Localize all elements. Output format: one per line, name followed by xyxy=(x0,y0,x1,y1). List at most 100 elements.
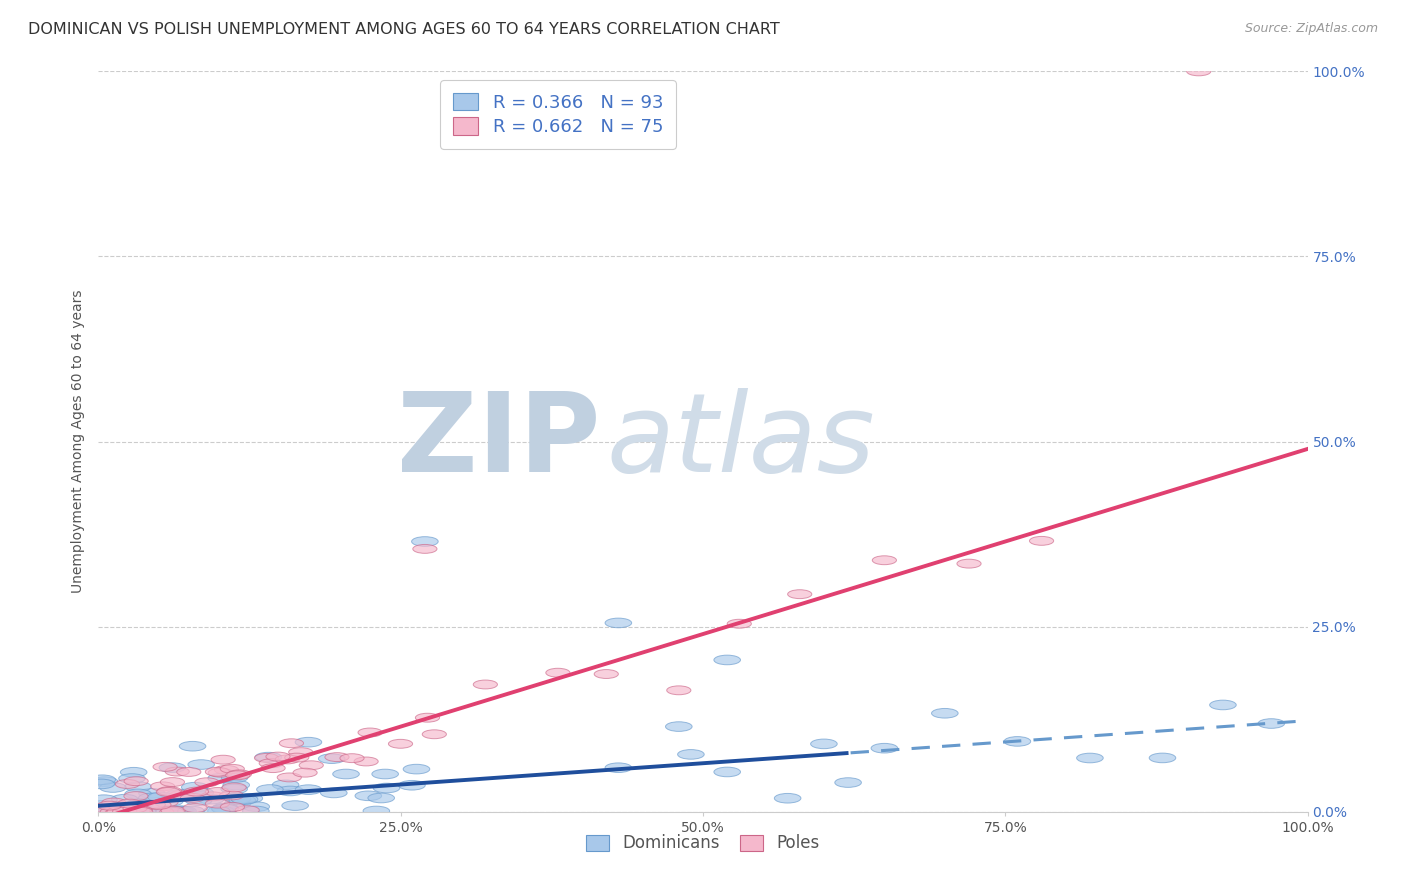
Ellipse shape xyxy=(221,764,245,773)
Ellipse shape xyxy=(1149,753,1175,763)
Ellipse shape xyxy=(231,795,257,804)
Ellipse shape xyxy=(254,752,281,762)
Ellipse shape xyxy=(221,803,245,812)
Ellipse shape xyxy=(262,764,285,772)
Ellipse shape xyxy=(148,792,174,802)
Ellipse shape xyxy=(150,782,174,791)
Ellipse shape xyxy=(125,806,152,816)
Ellipse shape xyxy=(177,767,201,776)
Ellipse shape xyxy=(208,773,235,783)
Ellipse shape xyxy=(125,781,152,791)
Ellipse shape xyxy=(333,769,360,779)
Ellipse shape xyxy=(118,806,145,816)
Ellipse shape xyxy=(111,795,138,804)
Ellipse shape xyxy=(212,803,239,813)
Ellipse shape xyxy=(208,806,235,816)
Ellipse shape xyxy=(1077,753,1104,763)
Ellipse shape xyxy=(128,805,152,814)
Ellipse shape xyxy=(105,807,131,816)
Ellipse shape xyxy=(118,806,145,816)
Ellipse shape xyxy=(124,792,148,800)
Ellipse shape xyxy=(110,806,136,816)
Ellipse shape xyxy=(205,767,229,776)
Ellipse shape xyxy=(228,770,252,779)
Ellipse shape xyxy=(415,714,440,723)
Ellipse shape xyxy=(89,779,114,789)
Ellipse shape xyxy=(124,777,148,786)
Text: DOMINICAN VS POLISH UNEMPLOYMENT AMONG AGES 60 TO 64 YEARS CORRELATION CHART: DOMINICAN VS POLISH UNEMPLOYMENT AMONG A… xyxy=(28,22,780,37)
Ellipse shape xyxy=(1029,536,1053,545)
Ellipse shape xyxy=(277,786,304,796)
Ellipse shape xyxy=(127,806,152,816)
Ellipse shape xyxy=(139,793,165,803)
Ellipse shape xyxy=(277,773,301,782)
Ellipse shape xyxy=(666,686,690,695)
Ellipse shape xyxy=(128,807,153,816)
Ellipse shape xyxy=(149,807,174,816)
Ellipse shape xyxy=(156,788,180,797)
Ellipse shape xyxy=(292,768,318,777)
Ellipse shape xyxy=(321,789,347,797)
Ellipse shape xyxy=(153,797,179,806)
Ellipse shape xyxy=(132,806,159,816)
Ellipse shape xyxy=(872,556,897,565)
Ellipse shape xyxy=(235,805,259,814)
Ellipse shape xyxy=(111,806,136,816)
Ellipse shape xyxy=(219,791,243,800)
Ellipse shape xyxy=(97,801,121,810)
Ellipse shape xyxy=(180,741,205,751)
Ellipse shape xyxy=(91,777,118,787)
Ellipse shape xyxy=(266,752,290,761)
Ellipse shape xyxy=(127,799,153,809)
Ellipse shape xyxy=(132,803,159,812)
Ellipse shape xyxy=(110,806,136,816)
Ellipse shape xyxy=(112,807,136,816)
Ellipse shape xyxy=(181,782,208,792)
Ellipse shape xyxy=(221,772,247,782)
Ellipse shape xyxy=(89,800,115,810)
Ellipse shape xyxy=(595,670,619,679)
Ellipse shape xyxy=(124,806,150,816)
Ellipse shape xyxy=(727,619,751,628)
Ellipse shape xyxy=(373,783,399,793)
Ellipse shape xyxy=(152,806,179,816)
Ellipse shape xyxy=(211,756,235,764)
Ellipse shape xyxy=(110,802,134,811)
Ellipse shape xyxy=(118,799,142,808)
Ellipse shape xyxy=(162,806,186,815)
Ellipse shape xyxy=(276,755,299,764)
Text: Source: ZipAtlas.com: Source: ZipAtlas.com xyxy=(1244,22,1378,36)
Ellipse shape xyxy=(184,787,208,796)
Ellipse shape xyxy=(388,739,412,748)
Ellipse shape xyxy=(354,757,378,766)
Ellipse shape xyxy=(678,749,704,759)
Ellipse shape xyxy=(236,794,263,803)
Ellipse shape xyxy=(101,798,127,807)
Ellipse shape xyxy=(89,775,115,785)
Ellipse shape xyxy=(224,799,250,808)
Ellipse shape xyxy=(224,780,249,790)
Ellipse shape xyxy=(186,796,212,805)
Ellipse shape xyxy=(257,785,283,794)
Ellipse shape xyxy=(412,537,439,546)
Ellipse shape xyxy=(775,793,801,803)
Ellipse shape xyxy=(96,806,122,816)
Ellipse shape xyxy=(787,590,811,599)
Ellipse shape xyxy=(229,796,256,805)
Ellipse shape xyxy=(546,668,569,677)
Ellipse shape xyxy=(141,800,166,809)
Ellipse shape xyxy=(422,730,446,739)
Ellipse shape xyxy=(166,806,193,816)
Ellipse shape xyxy=(714,655,741,665)
Ellipse shape xyxy=(90,795,117,805)
Ellipse shape xyxy=(100,782,127,792)
Y-axis label: Unemployment Among Ages 60 to 64 years: Unemployment Among Ages 60 to 64 years xyxy=(72,290,86,593)
Ellipse shape xyxy=(201,792,225,801)
Ellipse shape xyxy=(273,780,299,789)
Ellipse shape xyxy=(165,767,190,776)
Ellipse shape xyxy=(153,763,177,772)
Ellipse shape xyxy=(139,789,166,798)
Ellipse shape xyxy=(1209,700,1236,710)
Ellipse shape xyxy=(212,805,238,814)
Ellipse shape xyxy=(167,806,194,816)
